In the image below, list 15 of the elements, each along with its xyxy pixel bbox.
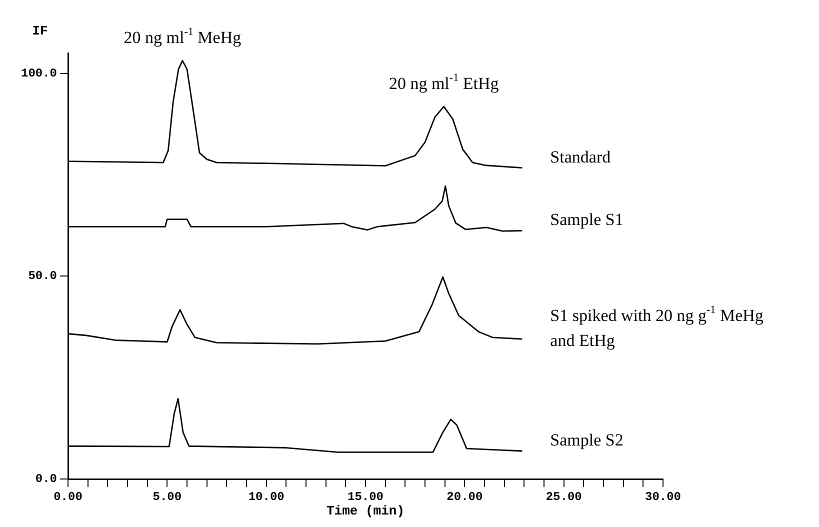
x-tick-label: 0.00 xyxy=(54,490,82,504)
x-tick-label: 5.00 xyxy=(152,490,182,504)
x-tick-label: 30.00 xyxy=(644,490,682,504)
x-tick-label: 20.00 xyxy=(446,490,483,504)
y-tick-label: 100.0 xyxy=(20,66,58,80)
y-tick-label: 50.0 xyxy=(28,269,58,284)
x-tick-label: 25.00 xyxy=(546,490,582,504)
series-label: Standard xyxy=(550,147,612,166)
x-tick-label: 15.00 xyxy=(347,490,384,504)
y-tick-label: 0.0 xyxy=(35,472,58,486)
x-axis-title: Time (min) xyxy=(326,503,405,518)
series-label: Sample S2 xyxy=(550,430,624,450)
y-axis-title: IF xyxy=(32,23,48,38)
series-label: Sample S1 xyxy=(550,210,624,230)
x-tick-label: 10.00 xyxy=(248,490,284,504)
